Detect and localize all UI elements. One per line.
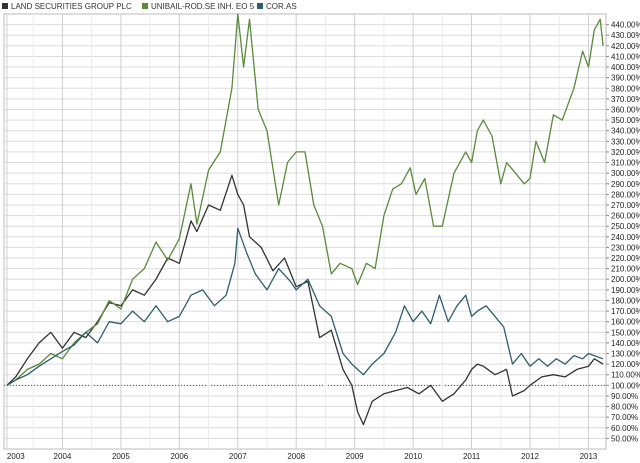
legend-label: LAND SECURITIES GROUP PLC bbox=[11, 2, 132, 11]
x-tick-label: 2009 bbox=[346, 452, 364, 461]
plot-area bbox=[3, 13, 607, 450]
y-tick-label: 160.00% bbox=[611, 318, 640, 327]
y-tick-label: 340.00% bbox=[611, 127, 640, 136]
y-tick-label: 310.00% bbox=[611, 159, 640, 168]
legend-swatch bbox=[2, 3, 8, 9]
series-line-3 bbox=[6, 227, 604, 386]
legend-swatch bbox=[257, 3, 263, 9]
x-tick-label: 2008 bbox=[287, 452, 305, 461]
y-tick-label: 260.00% bbox=[611, 212, 640, 221]
y-tick-label: 280.00% bbox=[611, 190, 640, 199]
legend-label: COR.AS bbox=[266, 2, 297, 11]
y-tick-label: 400.00% bbox=[611, 63, 640, 72]
y-tick-label: 350.00% bbox=[611, 116, 640, 125]
x-tick-label: 2003 bbox=[7, 452, 25, 461]
x-tick-label: 2012 bbox=[521, 452, 539, 461]
y-tick-label: 300.00% bbox=[611, 169, 640, 178]
y-axis: 50.00%60.00% 70.00%80.00% 90.00% 100.00%110… bbox=[606, 21, 640, 443]
y-tick-label: 170.00% bbox=[611, 307, 640, 316]
x-tick-label: 2007 bbox=[229, 452, 247, 461]
y-tick-label: 430.00% bbox=[611, 31, 640, 40]
legend: LAND SECURITIES GROUP PLC UNIBAIL-ROD.SE … bbox=[2, 2, 297, 11]
y-tick-label: 270.00% bbox=[611, 201, 640, 210]
grid-lines bbox=[4, 14, 606, 449]
y-tick-label: 120.00% bbox=[611, 360, 640, 369]
y-tick-label: 50.00% bbox=[611, 434, 638, 443]
y-tick-label: 360.00% bbox=[611, 105, 640, 114]
x-tick-label: 2006 bbox=[170, 452, 188, 461]
y-tick-label: 370.00% bbox=[611, 95, 640, 104]
y-tick-label: 230.00% bbox=[611, 243, 640, 252]
legend-swatch bbox=[142, 3, 148, 9]
y-tick-label: 90.00% bbox=[611, 392, 638, 401]
y-tick-label: 200.00% bbox=[611, 275, 640, 284]
y-tick-label: 110.00% bbox=[611, 371, 640, 380]
y-tick-label: 100.00% bbox=[611, 381, 640, 390]
y-tick-label: 180.00% bbox=[611, 296, 640, 305]
series-line-1 bbox=[6, 174, 604, 426]
y-tick-label: 250.00% bbox=[611, 222, 640, 231]
y-tick-label: 290.00% bbox=[611, 180, 640, 189]
y-tick-label: 190.00% bbox=[611, 286, 640, 295]
y-tick-label: 130.00% bbox=[611, 350, 640, 359]
y-tick-label: 410.00% bbox=[611, 52, 640, 61]
y-tick-label: 330.00% bbox=[611, 137, 640, 146]
x-tick-label: 2004 bbox=[54, 452, 72, 461]
y-tick-label: 390.00% bbox=[611, 74, 640, 83]
y-tick-label: 80.00% bbox=[611, 403, 638, 412]
series-line-2 bbox=[6, 13, 604, 386]
x-tick-label: 2010 bbox=[404, 452, 422, 461]
x-tick-label: 2005 bbox=[112, 452, 130, 461]
y-tick-label: 210.00% bbox=[611, 265, 640, 274]
y-tick-label: 60.00% bbox=[611, 424, 638, 433]
y-tick-label: 440.00% bbox=[611, 21, 640, 30]
legend-label: UNIBAIL-ROD.SE INH. EO 5 bbox=[151, 2, 255, 11]
y-tick-label: 220.00% bbox=[611, 254, 640, 263]
x-tick-label: 2011 bbox=[463, 452, 481, 461]
y-tick-label: 240.00% bbox=[611, 233, 640, 242]
y-tick-label: 320.00% bbox=[611, 148, 640, 157]
series-lines bbox=[6, 13, 604, 426]
x-axis: 2003 2004 2005 2006 2007 2008 2009 2010 2011 2012… bbox=[7, 452, 598, 461]
y-tick-label: 420.00% bbox=[611, 42, 640, 51]
y-tick-label: 70.00% bbox=[611, 413, 638, 422]
y-tick-label: 150.00% bbox=[611, 328, 640, 337]
y-tick-label: 140.00% bbox=[611, 339, 640, 348]
x-tick-label: 2013 bbox=[580, 452, 598, 461]
y-tick-label: 380.00% bbox=[611, 84, 640, 93]
